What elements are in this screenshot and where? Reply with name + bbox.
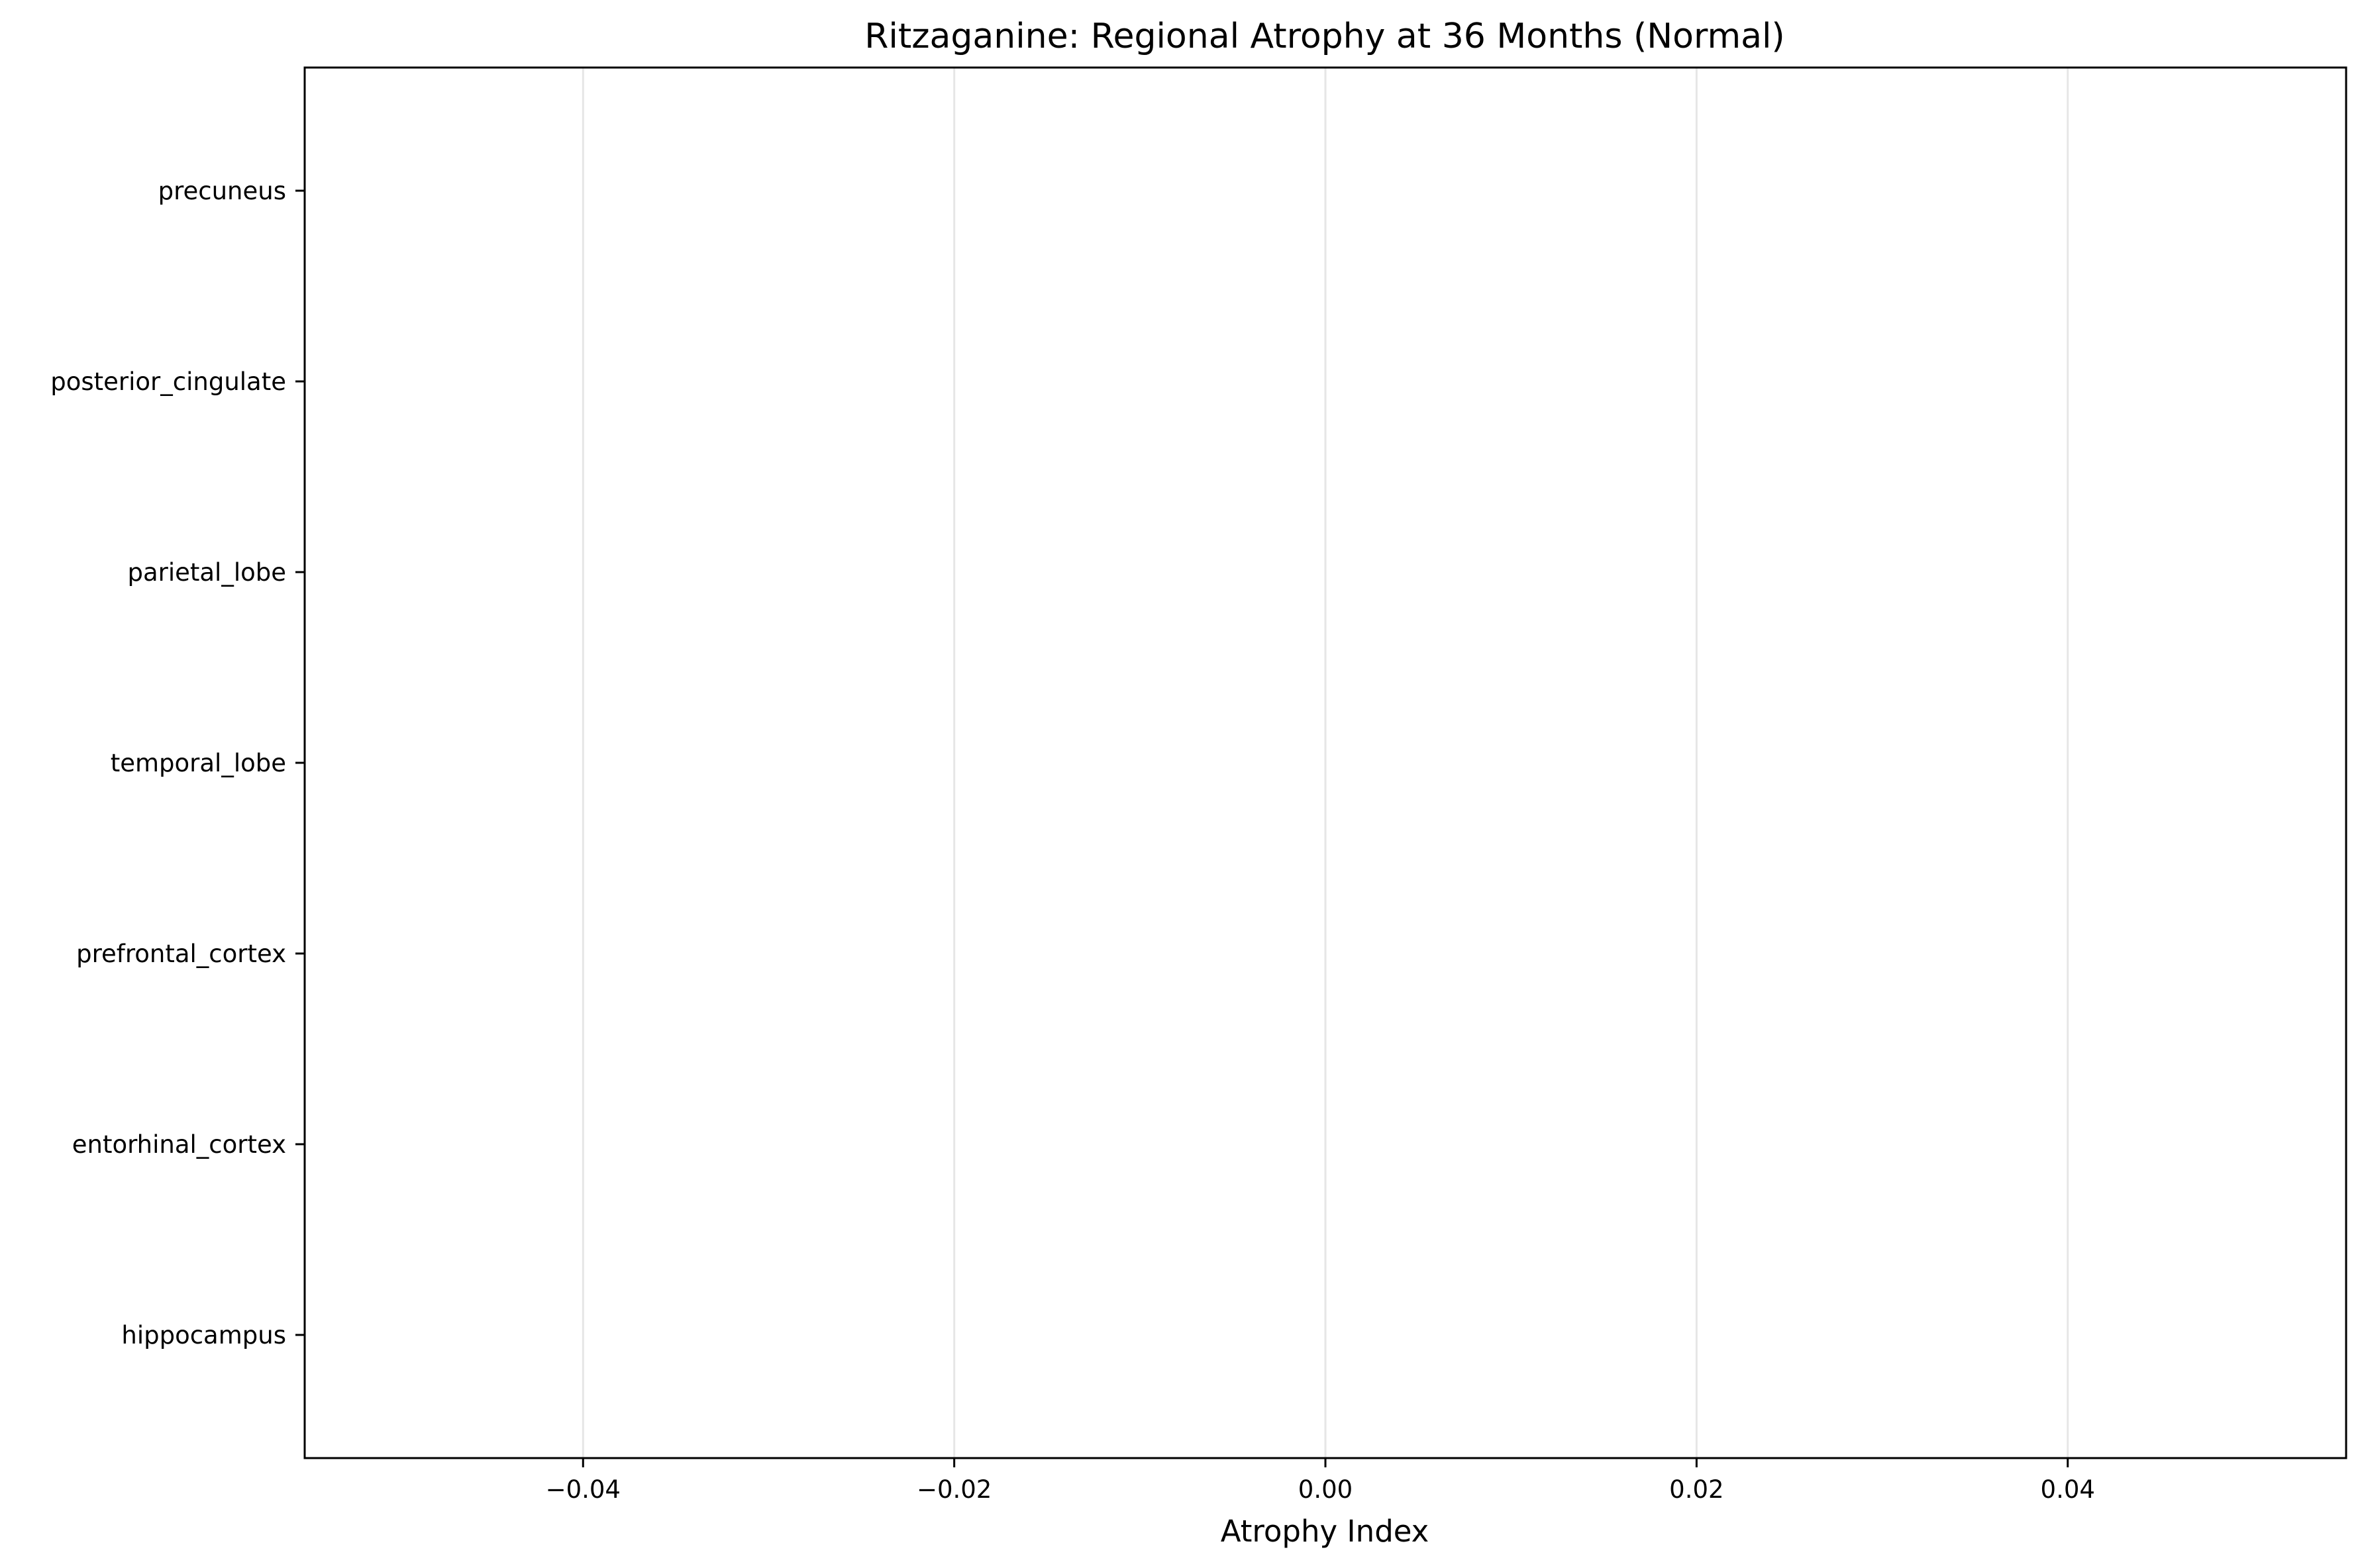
x-tick-label: −0.04: [546, 1475, 621, 1504]
y-axis: hippocampus entorhinal_cortex prefrontal_c…: [50, 177, 305, 1349]
y-tick-label: temporal_lobe: [111, 749, 286, 777]
x-tick-label: 0.04: [2041, 1475, 2095, 1504]
grid-layer: [582, 68, 2069, 1458]
y-tick-label: precuneus: [158, 177, 286, 205]
chart-title: Ritzaganine: Regional Atrophy at 36 Mont…: [864, 17, 1784, 56]
x-tick-label: 0.02: [1669, 1475, 1723, 1504]
y-tick-label: prefrontal_cortex: [76, 940, 286, 968]
y-tick-label: posterior_cingulate: [50, 368, 286, 396]
x-tick-label: 0.00: [1298, 1475, 1353, 1504]
x-axis-label: Atrophy Index: [1221, 1514, 1429, 1549]
x-tick-label: −0.02: [917, 1475, 992, 1504]
y-tick-label: hippocampus: [121, 1321, 286, 1349]
y-tick-label: entorhinal_cortex: [72, 1130, 286, 1159]
x-axis: −0.04 −0.02 0.00 0.02 0.04: [546, 1458, 2095, 1504]
y-tick-label: parietal_lobe: [127, 558, 286, 587]
